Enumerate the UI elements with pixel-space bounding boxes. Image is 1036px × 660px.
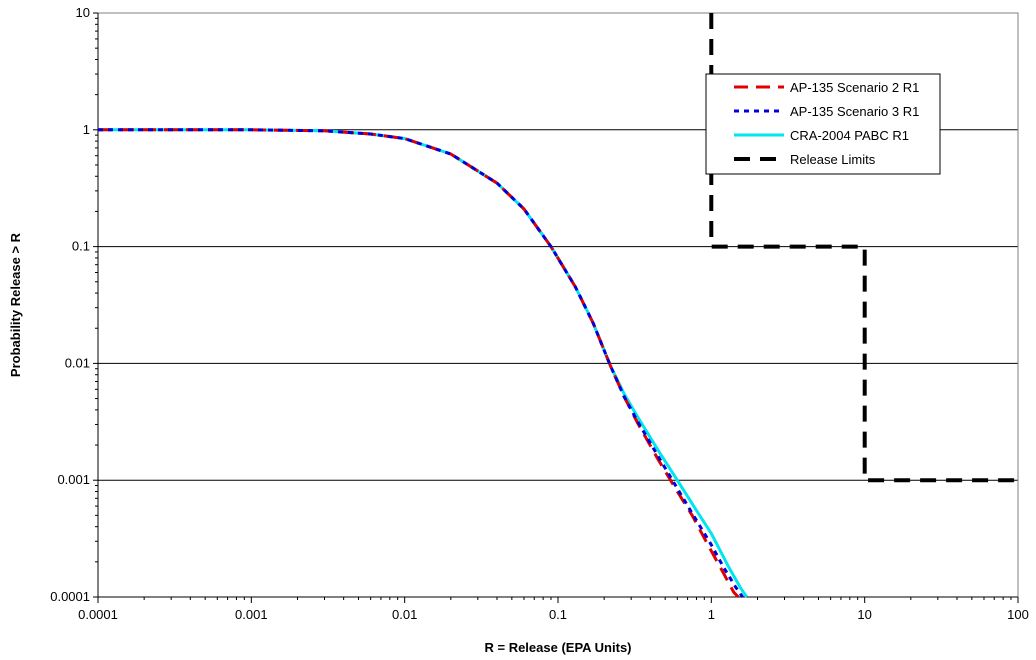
y-tick-label: 0.001 (57, 472, 90, 487)
axes (93, 12, 1019, 603)
series-line-1 (98, 128, 744, 598)
legend-label: CRA-2004 PABC R1 (790, 128, 909, 143)
series-layer (98, 13, 1018, 599)
y-tick-label: 0.01 (65, 355, 90, 370)
x-tick-label: 0.0001 (78, 607, 118, 622)
y-axis-title: Probability Release > R (8, 232, 23, 377)
x-tick-label: 0.001 (235, 607, 268, 622)
y-tick-label: 0.1 (72, 239, 90, 254)
x-tick-label: 0.1 (549, 607, 567, 622)
legend-label: Release Limits (790, 152, 876, 167)
tick-labels: 0.0001 0.001 0.01 0.1 1 10 0.0001 0.001 0.01 0.1 1… (50, 5, 1029, 622)
x-tick-label: 1 (708, 607, 715, 622)
legend-label: AP-135 Scenario 3 R1 (790, 104, 919, 119)
y-tick-label: 10 (76, 5, 90, 20)
legend: AP-135 Scenario 2 R1 AP-135 Scenario 3 R1… (705, 73, 941, 175)
legend-label: AP-135 Scenario 2 R1 (790, 80, 919, 95)
x-axis-title: R = Release (EPA Units) (484, 640, 631, 655)
x-tick-label: 100 (1007, 607, 1029, 622)
x-tick-label: 10 (857, 607, 871, 622)
x-tick-label: 0.01 (392, 607, 417, 622)
y-tick-label: 1 (83, 122, 90, 137)
y-tick-label: 0.0001 (50, 589, 90, 604)
